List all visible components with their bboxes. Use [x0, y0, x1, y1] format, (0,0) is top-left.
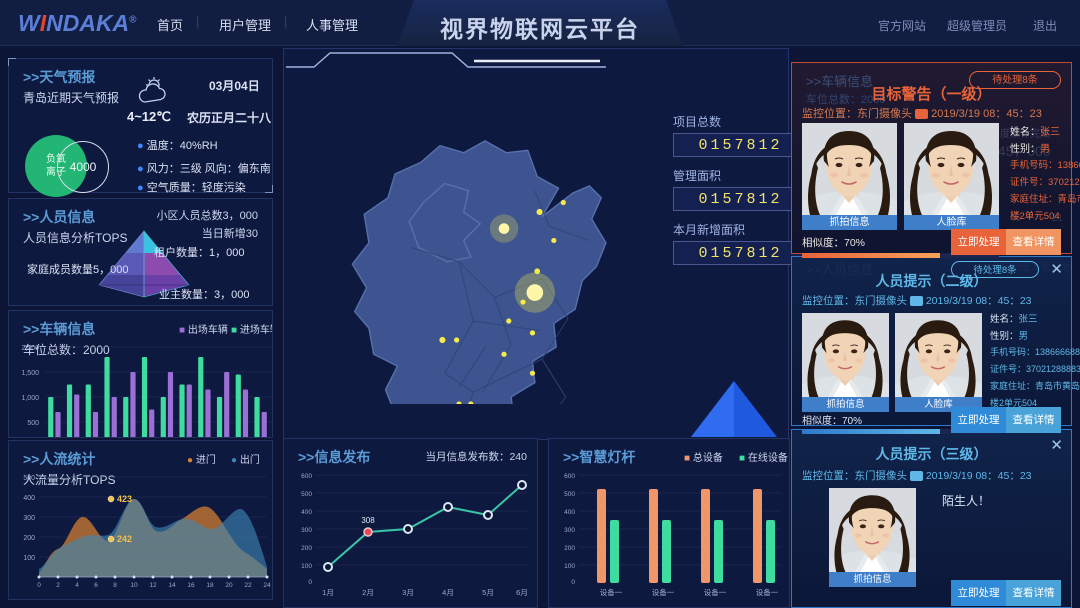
svg-text:10: 10 — [130, 582, 138, 589]
svg-text:2,000: 2,000 — [21, 345, 39, 352]
svg-text:0: 0 — [571, 579, 575, 586]
svg-text:200: 200 — [301, 545, 312, 552]
svg-text:设备一: 设备一 — [600, 587, 623, 597]
svg-text:2: 2 — [56, 582, 60, 589]
svg-text:8: 8 — [113, 582, 117, 589]
svg-text:400: 400 — [301, 509, 312, 516]
svg-text:1,000: 1,000 — [21, 395, 39, 402]
svg-text:设备一: 设备一 — [652, 587, 675, 597]
svg-text:4: 4 — [75, 582, 79, 589]
svg-text:24: 24 — [263, 582, 271, 589]
svg-text:16: 16 — [187, 582, 195, 589]
svg-text:2月: 2月 — [362, 588, 374, 597]
svg-text:500: 500 — [301, 491, 312, 498]
svg-text:400: 400 — [564, 509, 575, 516]
svg-text:300: 300 — [564, 527, 575, 534]
svg-text:100: 100 — [23, 555, 35, 562]
svg-text:300: 300 — [301, 527, 312, 534]
svg-text:100: 100 — [564, 563, 575, 570]
svg-text:1月: 1月 — [322, 588, 334, 597]
svg-text:500: 500 — [564, 491, 575, 498]
svg-text:20: 20 — [225, 582, 233, 589]
svg-text:500: 500 — [27, 420, 39, 427]
svg-text:设备一: 设备一 — [704, 587, 727, 597]
svg-text:设备一: 设备一 — [756, 587, 779, 597]
svg-text:1,500: 1,500 — [21, 370, 39, 377]
svg-text:0: 0 — [37, 582, 41, 589]
svg-text:300: 300 — [23, 515, 35, 522]
svg-text:242: 242 — [117, 534, 132, 544]
svg-text:5月: 5月 — [482, 588, 494, 597]
svg-text:12: 12 — [149, 582, 157, 589]
svg-text:200: 200 — [564, 545, 575, 552]
svg-text:600: 600 — [564, 473, 575, 480]
svg-text:423: 423 — [117, 494, 132, 504]
svg-text:18: 18 — [206, 582, 214, 589]
svg-text:14: 14 — [168, 582, 176, 589]
svg-text:22: 22 — [244, 582, 252, 589]
svg-text:100: 100 — [301, 563, 312, 570]
svg-text:0: 0 — [308, 579, 312, 586]
svg-text:3月: 3月 — [402, 588, 414, 597]
svg-text:308: 308 — [361, 516, 375, 525]
svg-text:4月: 4月 — [442, 588, 454, 597]
svg-text:200: 200 — [23, 535, 35, 542]
svg-text:6: 6 — [94, 582, 98, 589]
svg-text:400: 400 — [23, 495, 35, 502]
svg-text:6月: 6月 — [516, 588, 528, 597]
svg-text:500: 500 — [23, 475, 35, 482]
svg-text:600: 600 — [301, 473, 312, 480]
